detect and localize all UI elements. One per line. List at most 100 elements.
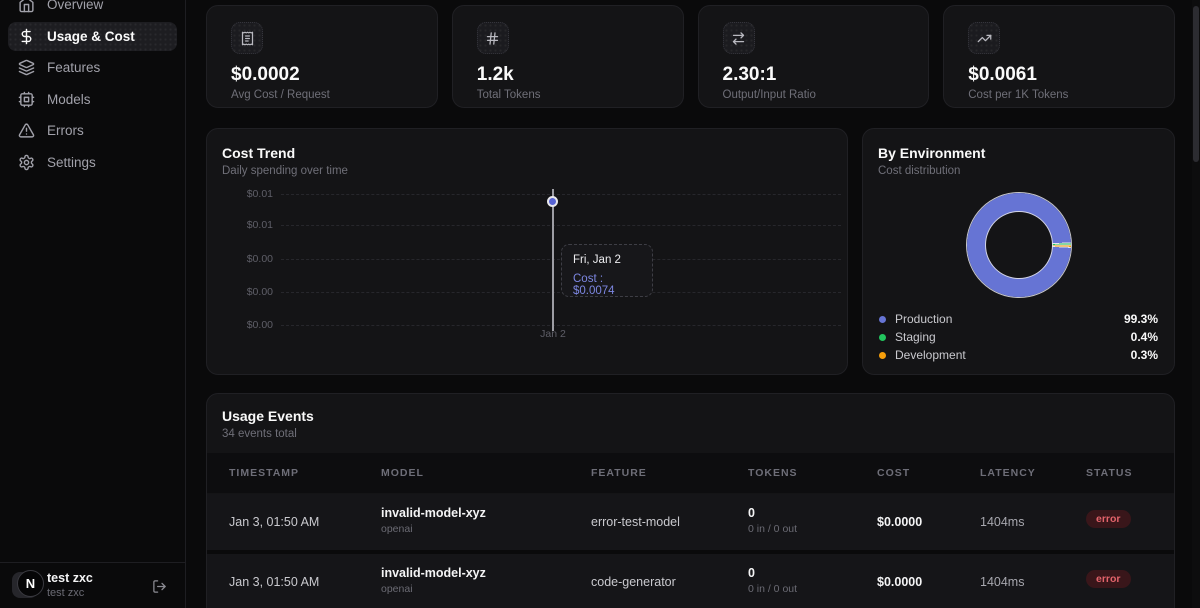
legend-item-development: Development 0.3%	[879, 346, 1158, 364]
alert-triangle-icon	[18, 123, 35, 138]
staging-dot	[879, 333, 886, 341]
status-badge: error	[1086, 510, 1131, 528]
hover-cursor-line	[552, 189, 554, 331]
scrollbar-thumb[interactable]	[1193, 6, 1199, 162]
cost-cell: $0.0000	[877, 575, 923, 589]
column-header-cost: COST	[877, 467, 911, 479]
usage-events-title: Usage Events	[222, 408, 314, 424]
environment-card: By Environment Cost distribution Product…	[862, 128, 1175, 375]
table-row[interactable]: Jan 3, 01:50 AM invalid-model-xyz openai…	[207, 554, 1174, 608]
stat-label: Output/Input Ratio	[722, 89, 816, 101]
status-cell: error	[1086, 510, 1131, 528]
stat-card-output-input-ratio: 2.30:1 Output/Input Ratio	[697, 5, 930, 108]
latency-cell: 1404ms	[980, 575, 1025, 589]
usage-events-card: Usage Events 34 events total TIMESTAMP M…	[206, 393, 1175, 608]
stat-value: $0.0002	[231, 64, 300, 85]
stat-value: $0.0061	[968, 64, 1037, 85]
timestamp-cell: Jan 3, 01:50 AM	[229, 515, 320, 529]
layers-icon	[18, 59, 35, 76]
sidebar-item-label: Usage & Cost	[47, 28, 135, 44]
tooltip-date: Fri, Jan 2	[573, 254, 621, 266]
model-cell: invalid-model-xyz openai	[381, 566, 486, 595]
home-icon	[19, 0, 34, 13]
avatar[interactable]: N	[17, 570, 44, 597]
status-badge: error	[1086, 570, 1131, 588]
sidebar: Overview Usage & Cost Features Models Er…	[0, 0, 186, 608]
sidebar-item-overview[interactable]: Overview	[8, 0, 177, 19]
table-header-row: TIMESTAMP MODEL FEATURE TOKENS COST LATE…	[207, 453, 1174, 493]
sidebar-item-features[interactable]: Features	[8, 53, 177, 82]
sidebar-item-label: Errors	[47, 123, 84, 138]
sidebar-item-models[interactable]: Models	[8, 85, 177, 114]
stat-card-total-tokens: 1.2k Total Tokens	[451, 5, 684, 108]
tooltip-cost: Cost : $0.0074	[573, 273, 615, 297]
y-axis-tick: $0.00	[246, 286, 273, 298]
column-header-status: STATUS	[1086, 467, 1133, 479]
gridline	[281, 194, 841, 195]
stat-label: Cost per 1K Tokens	[968, 89, 1069, 101]
gridline	[281, 225, 841, 226]
sidebar-item-label: Features	[47, 60, 101, 75]
sidebar-nav: Overview Usage & Cost Features Models Er…	[8, 0, 177, 179]
stat-cards: $0.0002 Avg Cost / Request 1.2k Total To…	[206, 5, 1175, 108]
model-cell: invalid-model-xyz openai	[381, 506, 486, 535]
legend-item-production: Production 99.3%	[879, 310, 1158, 328]
sidebar-item-label: Models	[47, 91, 91, 107]
y-axis-tick: $0.01	[246, 219, 273, 231]
column-header-feature: FEATURE	[591, 467, 647, 479]
receipt-icon	[231, 22, 263, 54]
donut-hole	[986, 212, 1052, 278]
status-cell: error	[1086, 570, 1131, 588]
dollar-sign-icon	[21, 28, 32, 44]
column-header-model: MODEL	[381, 467, 424, 479]
y-axis-tick: $0.01	[246, 188, 273, 200]
column-header-latency: LATENCY	[980, 467, 1036, 479]
stat-label: Total Tokens	[476, 89, 541, 101]
table-row[interactable]: Jan 3, 01:50 AM invalid-model-xyz openai…	[207, 494, 1174, 550]
usage-events-subtitle: 34 events total	[222, 428, 297, 440]
stat-card-cost-per-1k: $0.0061 Cost per 1K Tokens	[943, 5, 1175, 108]
cost-cell: $0.0000	[877, 515, 923, 529]
cost-trend-card: Cost Trend Daily spending over time $0.0…	[206, 128, 848, 375]
y-axis-tick: $0.00	[246, 253, 273, 265]
gear-icon	[19, 154, 34, 170]
environment-legend: Production 99.3% Staging 0.4% Developmen…	[879, 310, 1158, 364]
cost-trend-subtitle: Daily spending over time	[222, 165, 348, 177]
tokens-cell: 0 0 in / 0 out	[748, 506, 798, 535]
feature-cell: error-test-model	[591, 515, 680, 529]
sidebar-item-settings[interactable]: Settings	[8, 148, 177, 177]
column-header-timestamp: TIMESTAMP	[229, 467, 300, 479]
environment-subtitle: Cost distribution	[878, 165, 961, 177]
stat-card-avg-cost: $0.0002 Avg Cost / Request	[206, 5, 438, 108]
stat-value: 1.2k	[476, 64, 514, 85]
trending-up-icon	[968, 22, 1001, 54]
user-subtitle: test zxc	[47, 587, 85, 599]
latency-cell: 1404ms	[980, 515, 1025, 529]
cpu-chip-icon	[18, 91, 35, 107]
y-axis-tick: $0.00	[246, 319, 273, 331]
chart-tooltip: Fri, Jan 2 Cost : $0.0074	[561, 244, 653, 297]
sidebar-item-errors[interactable]: Errors	[8, 116, 177, 145]
environment-title: By Environment	[878, 145, 986, 161]
hash-icon	[476, 22, 509, 54]
sidebar-user-section: N test zxc test zxc	[0, 562, 185, 608]
row-divider	[207, 550, 1174, 554]
sidebar-item-label: Overview	[47, 0, 104, 12]
feature-cell: code-generator	[591, 575, 676, 589]
logout-icon	[153, 579, 166, 593]
environment-donut-chart[interactable]	[967, 193, 1071, 297]
development-dot	[879, 351, 886, 359]
timestamp-cell: Jan 3, 01:50 AM	[229, 575, 320, 589]
sidebar-item-usage-cost[interactable]: Usage & Cost	[8, 21, 177, 51]
gridline	[281, 325, 841, 326]
production-dot	[879, 315, 886, 323]
stat-value: 2.30:1	[722, 64, 777, 85]
stat-label: Avg Cost / Request	[231, 89, 330, 101]
arrows-swap-icon	[722, 22, 755, 54]
vertical-scrollbar	[1192, 0, 1200, 608]
tokens-cell: 0 0 in / 0 out	[748, 566, 798, 595]
data-point-dot	[547, 196, 558, 207]
logout-button[interactable]	[152, 577, 170, 595]
sidebar-item-label: Settings	[47, 154, 96, 170]
